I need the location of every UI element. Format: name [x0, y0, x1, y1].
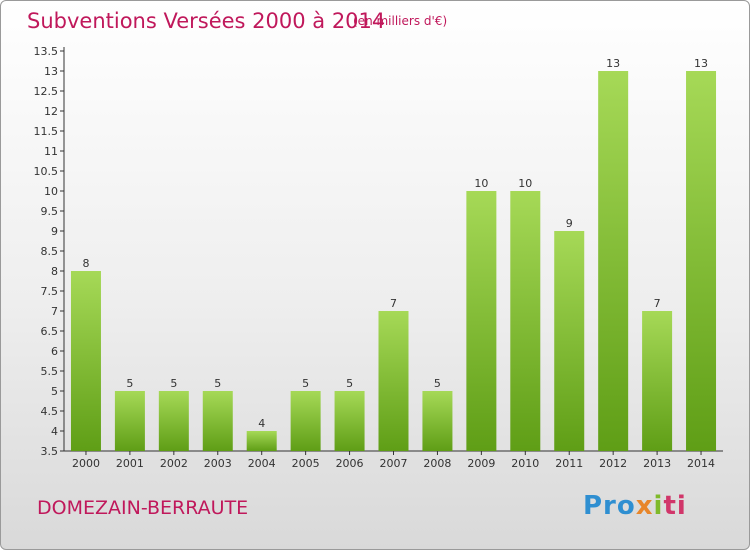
- x-tick-label: 2007: [380, 457, 408, 470]
- x-tick-label: 2000: [72, 457, 100, 470]
- bar-value-label: 10: [474, 177, 488, 190]
- x-tick-label: 2004: [248, 457, 276, 470]
- bar: [554, 231, 585, 451]
- commune-name: DOMEZAIN-BERRAUTE: [37, 497, 249, 519]
- x-tick-label: 2003: [204, 457, 232, 470]
- bar-value-label: 8: [82, 257, 89, 270]
- y-tick-label: 6: [51, 345, 58, 358]
- bar: [246, 431, 277, 451]
- x-tick-label: 2008: [423, 457, 451, 470]
- y-tick-label: 6.5: [41, 325, 59, 338]
- bar-value-label: 7: [390, 297, 397, 310]
- y-tick-label: 9.5: [41, 205, 59, 218]
- y-tick-label: 4.5: [41, 405, 59, 418]
- bar-value-label: 5: [346, 377, 353, 390]
- bar-value-label: 5: [302, 377, 309, 390]
- x-tick-label: 2013: [643, 457, 671, 470]
- x-tick-label: 2014: [687, 457, 715, 470]
- y-tick-label: 5.5: [41, 365, 59, 378]
- bar-value-label: 4: [258, 417, 265, 430]
- y-tick-label: 12: [44, 105, 58, 118]
- y-tick-label: 7: [51, 305, 58, 318]
- y-tick-label: 11: [44, 145, 58, 158]
- y-tick-label: 13.5: [34, 45, 59, 58]
- bar-value-label: 13: [694, 57, 708, 70]
- bar: [334, 391, 365, 451]
- proxiti-logo: Proxiti: [583, 491, 687, 521]
- y-tick-label: 10: [44, 185, 58, 198]
- bar-value-label: 5: [126, 377, 133, 390]
- y-tick-label: 13: [44, 65, 58, 78]
- y-tick-label: 3.5: [41, 445, 59, 458]
- bar-value-label: 10: [518, 177, 532, 190]
- bar: [598, 71, 629, 451]
- bar: [70, 271, 101, 451]
- bar: [686, 71, 717, 451]
- bar: [114, 391, 145, 451]
- bar-value-label: 5: [434, 377, 441, 390]
- x-tick-label: 2006: [336, 457, 364, 470]
- bar: [158, 391, 189, 451]
- bar-value-label: 7: [654, 297, 661, 310]
- y-tick-label: 11.5: [34, 125, 59, 138]
- y-tick-label: 8: [51, 265, 58, 278]
- bar-value-label: 13: [606, 57, 620, 70]
- x-tick-label: 2001: [116, 457, 144, 470]
- bar: [422, 391, 453, 451]
- y-tick-label: 4: [51, 425, 58, 438]
- bar: [202, 391, 233, 451]
- x-tick-label: 2011: [555, 457, 583, 470]
- y-tick-label: 7.5: [41, 285, 59, 298]
- bar: [642, 311, 673, 451]
- x-tick-label: 2010: [511, 457, 539, 470]
- x-tick-label: 2005: [292, 457, 320, 470]
- chart-title: Subventions Versées 2000 à 2014: [27, 9, 386, 33]
- y-tick-label: 5: [51, 385, 58, 398]
- bar: [290, 391, 321, 451]
- x-tick-label: 2002: [160, 457, 188, 470]
- bar: [466, 191, 497, 451]
- x-tick-label: 2012: [599, 457, 627, 470]
- chart-subtitle: (en milliers d'€): [353, 14, 448, 28]
- y-tick-label: 8.5: [41, 245, 59, 258]
- bar: [510, 191, 541, 451]
- bar: [378, 311, 409, 451]
- y-tick-label: 9: [51, 225, 58, 238]
- y-tick-label: 12.5: [34, 85, 59, 98]
- bar-value-label: 5: [170, 377, 177, 390]
- y-tick-label: 10.5: [34, 165, 59, 178]
- bar-value-label: 5: [214, 377, 221, 390]
- x-tick-label: 2009: [467, 457, 495, 470]
- bar-value-label: 9: [566, 217, 573, 230]
